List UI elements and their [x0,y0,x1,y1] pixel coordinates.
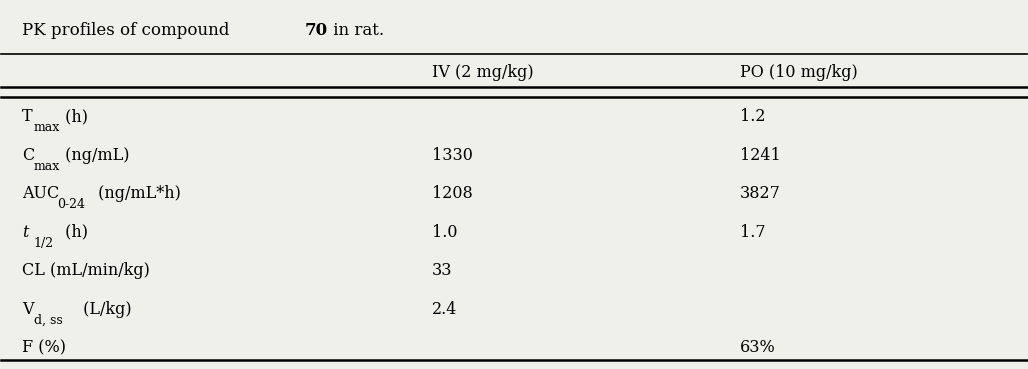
Text: (L/kg): (L/kg) [78,300,132,317]
Text: 1208: 1208 [432,185,473,202]
Text: 2.4: 2.4 [432,300,457,317]
Text: (ng/mL*h): (ng/mL*h) [93,185,181,202]
Text: V: V [22,300,33,317]
Text: 1.0: 1.0 [432,224,457,241]
Text: IV (2 mg/kg): IV (2 mg/kg) [432,64,534,81]
Text: 1.2: 1.2 [739,108,765,125]
Text: d, ss: d, ss [34,314,63,327]
Text: PO (10 mg/kg): PO (10 mg/kg) [739,64,857,81]
Text: AUC: AUC [22,185,60,202]
Text: 3827: 3827 [739,185,780,202]
Text: 1.7: 1.7 [739,224,765,241]
Text: C: C [22,147,34,164]
Text: (h): (h) [61,224,88,241]
Text: F (%): F (%) [22,339,66,356]
Text: t: t [22,224,28,241]
Text: (ng/mL): (ng/mL) [61,147,130,164]
Text: 0-24: 0-24 [58,198,85,211]
Text: PK profiles of compound: PK profiles of compound [22,22,234,39]
Text: (h): (h) [61,108,88,125]
Text: 1241: 1241 [739,147,780,164]
Text: 63%: 63% [739,339,775,356]
Text: in rat.: in rat. [328,22,384,39]
Text: CL (mL/min/kg): CL (mL/min/kg) [22,262,150,279]
Text: max: max [34,160,60,173]
Text: 1/2: 1/2 [34,237,53,249]
Text: max: max [34,121,60,134]
Text: 70: 70 [305,22,328,39]
Text: T: T [22,108,33,125]
Text: 33: 33 [432,262,452,279]
Text: 1330: 1330 [432,147,473,164]
